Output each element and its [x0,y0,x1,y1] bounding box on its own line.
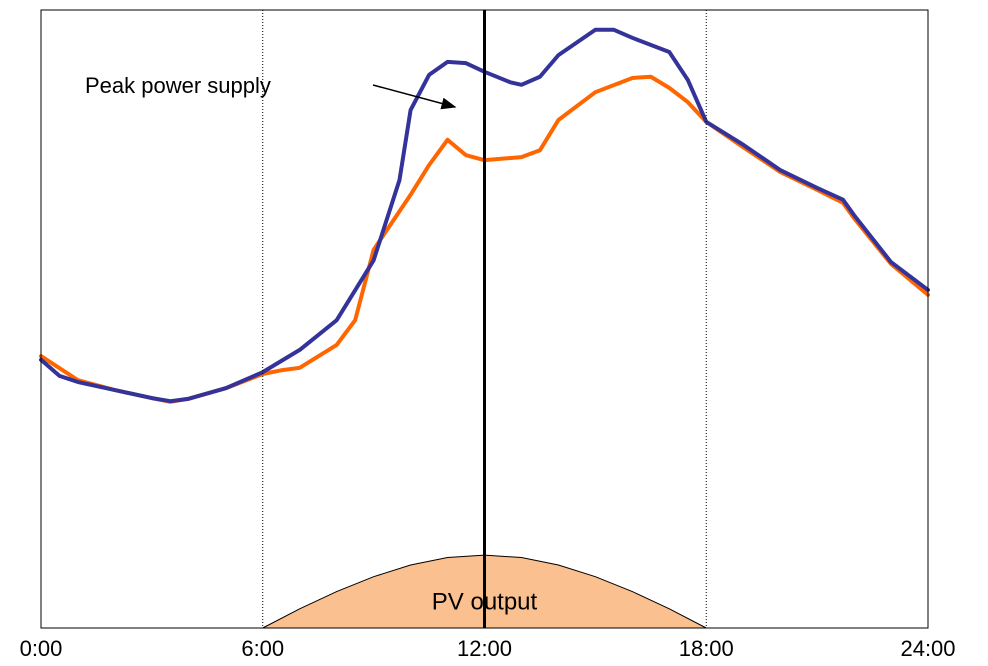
x-tick-label: 6:00 [241,636,284,661]
annotation: Peak power supply [85,73,271,98]
x-tick-label: 12:00 [457,636,512,661]
x-tick-label: 0:00 [20,636,63,661]
x-tick-label: 18:00 [679,636,734,661]
plot-frame [40,9,929,629]
x-tick-label: 24:00 [900,636,955,661]
annotation: PV output [432,588,538,615]
annotation-arrow [372,84,457,110]
